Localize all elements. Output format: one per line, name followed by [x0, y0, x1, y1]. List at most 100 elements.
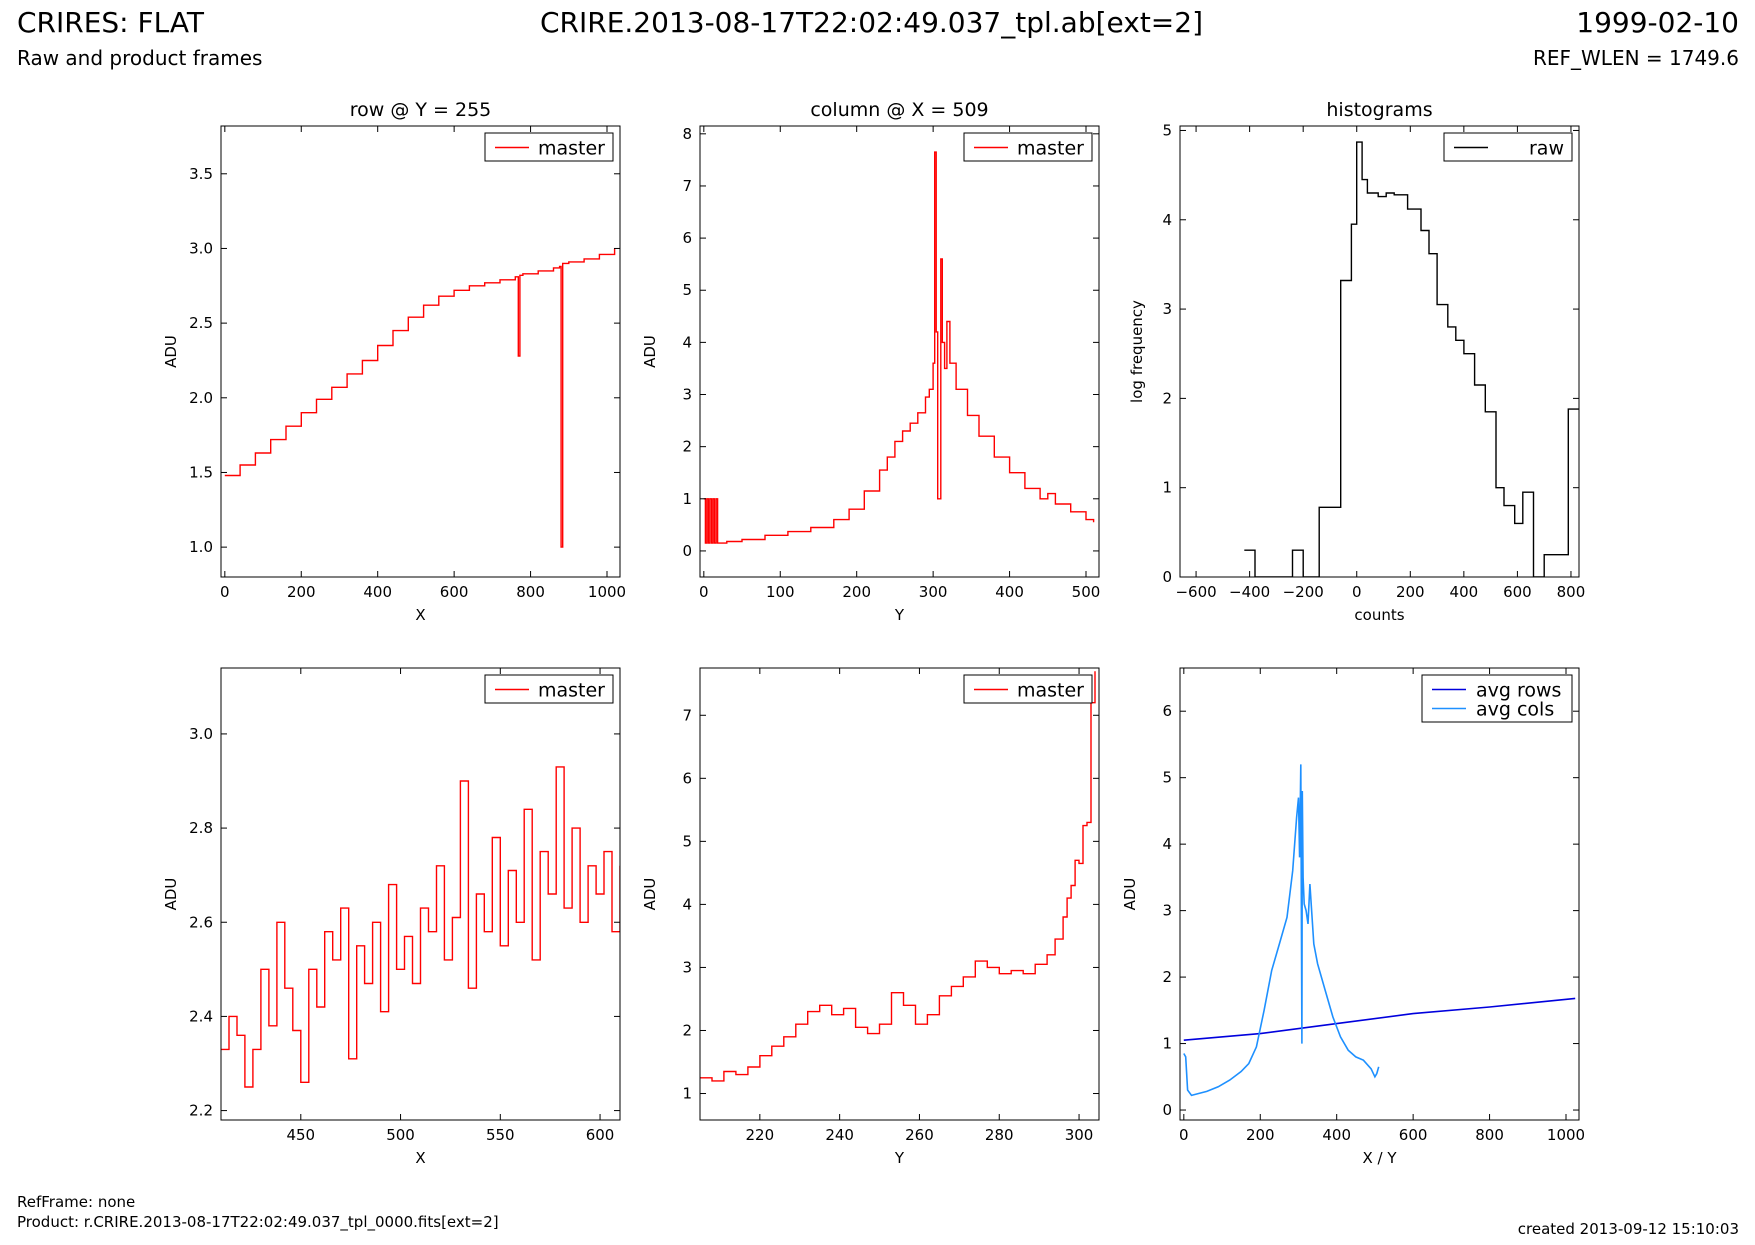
page-title: CRIRES: FLAT [17, 6, 204, 39]
y-tick-label: 4 [682, 895, 692, 913]
series-line-master [703, 151, 1095, 544]
y-tick-label: 1.0 [189, 538, 213, 556]
series-line-avg-cols [1183, 764, 1380, 1097]
series-line-raw [1244, 141, 1579, 577]
legend: master [484, 132, 614, 162]
histogram-plot: −600 −400 −200 0 200 400 600 800 0 1 2 3 4 5 counts log… [1128, 99, 1585, 624]
y-axis-label: ADU [641, 335, 659, 368]
x-tick-label: 200 [1246, 1126, 1275, 1144]
column-plot: 0 100 200 300 400 500 0 1 2 3 4 5 6 7 8 Y ADU column @ X … [641, 99, 1100, 624]
ref-wlen-label: REF_WLEN = 1749.6 [1532, 46, 1739, 70]
x-tick-label: 300 [919, 583, 948, 601]
x-tick-label: 550 [486, 1126, 515, 1144]
x-tick-label: 400 [363, 583, 392, 601]
y-tick-label: 3.0 [189, 725, 213, 743]
series-line-master [700, 671, 1096, 1082]
y-tick-label: 3 [1162, 902, 1172, 920]
y-tick-label: 5 [682, 832, 692, 850]
series-line-master [221, 766, 620, 1088]
plot-title: column @ X = 509 [810, 99, 988, 121]
y-tick-label: 2.4 [189, 1007, 213, 1025]
y-tick-label: 2 [1162, 389, 1172, 407]
x-tick-label: −600 [1175, 583, 1216, 601]
x-tick-label: −200 [1283, 583, 1324, 601]
x-tick-label: 200 [1396, 583, 1425, 601]
ref-frame-label: RefFrame: none [17, 1193, 136, 1211]
y-tick-label: 6 [1162, 702, 1172, 720]
x-tick-label: 0 [699, 583, 709, 601]
x-axis-label: X [415, 606, 425, 624]
x-tick-label: 200 [842, 583, 871, 601]
y-tick-label: 3 [682, 386, 692, 404]
page-subtitle: Raw and product frames [17, 46, 263, 70]
y-tick-label: 2 [682, 438, 692, 456]
x-axis-label: X [415, 1149, 425, 1167]
legend: master [963, 132, 1093, 162]
y-tick-label: 3 [1162, 300, 1172, 318]
average-plot: 0 200 400 600 800 1000 0 1 2 3 4 5 6 X / Y ADU avg rows… [1121, 667, 1585, 1167]
row-zoom-plot: 450 500 550 600 2.2 2.4 2.6 2.8 3.0 X ADU master [162, 667, 621, 1167]
legend-box [1421, 674, 1573, 723]
x-tick-label: 600 [586, 1126, 615, 1144]
x-tick-label: 260 [905, 1126, 934, 1144]
x-tick-label: 100 [766, 583, 795, 601]
y-tick-label: 7 [682, 706, 692, 724]
y-axis-label: ADU [1121, 878, 1139, 911]
x-tick-label: 280 [985, 1126, 1014, 1144]
y-tick-label: 1 [682, 490, 692, 508]
x-tick-label: −400 [1229, 583, 1270, 601]
y-tick-label: 4 [1162, 835, 1172, 853]
x-tick-label: 800 [1475, 1126, 1504, 1144]
plot-frame [1179, 667, 1580, 1121]
y-tick-label: 6 [682, 229, 692, 247]
y-tick-label: 1.5 [189, 463, 213, 481]
y-tick-label: 6 [682, 769, 692, 787]
plot-frame [220, 125, 621, 578]
y-tick-label: 0 [1162, 1101, 1172, 1119]
y-tick-label: 1 [1162, 1035, 1172, 1053]
x-axis-label: Y [894, 606, 905, 624]
y-tick-label: 3.0 [189, 239, 213, 257]
y-axis-label: ADU [641, 878, 659, 911]
legend-label: master [1017, 138, 1084, 160]
y-tick-label: 5 [682, 281, 692, 299]
y-tick-label: 2 [682, 1021, 692, 1039]
x-axis-label: counts [1354, 606, 1404, 624]
x-tick-label: 600 [440, 583, 469, 601]
product-label: Product: r.CRIRE.2013-08-17T22:02:49.037… [17, 1213, 499, 1231]
y-tick-label: 8 [682, 125, 692, 143]
x-tick-label: 0 [1352, 583, 1362, 601]
legend-label: raw [1529, 138, 1564, 160]
x-tick-label: 600 [1399, 1126, 1428, 1144]
column-zoom-plot: 220 240 260 280 300 1 2 3 4 5 6 7 Y ADU master [641, 667, 1100, 1167]
x-tick-label: 0 [220, 583, 230, 601]
created-label: created 2013-09-12 15:10:03 [1517, 1220, 1739, 1238]
legend: master [484, 674, 614, 704]
y-tick-label: 5 [1162, 121, 1172, 139]
y-tick-label: 7 [682, 177, 692, 195]
plot-frame [1179, 125, 1580, 578]
x-axis-label: Y [894, 1149, 905, 1167]
plot-frame [699, 667, 1100, 1121]
y-tick-label: 2.8 [189, 819, 213, 837]
legend-label: avg rows [1476, 680, 1561, 702]
x-tick-label: 600 [1503, 583, 1532, 601]
y-tick-label: 1 [1162, 479, 1172, 497]
x-tick-label: 400 [995, 583, 1024, 601]
date-label: 1999-02-10 [1576, 6, 1739, 39]
plot-frame [699, 125, 1100, 578]
x-tick-label: 200 [287, 583, 316, 601]
legend-label: master [1017, 680, 1084, 702]
x-tick-label: 500 [1072, 583, 1101, 601]
y-axis-label: ADU [162, 878, 180, 911]
x-tick-label: 1000 [588, 583, 626, 601]
x-tick-label: 220 [746, 1126, 775, 1144]
x-tick-label: 300 [1065, 1126, 1094, 1144]
y-tick-label: 3.5 [189, 165, 213, 183]
x-tick-label: 0 [1179, 1126, 1189, 1144]
series-line-avg-rows [1183, 997, 1576, 1041]
y-tick-label: 5 [1162, 769, 1172, 787]
y-tick-label: 2.5 [189, 314, 213, 332]
y-tick-label: 2.0 [189, 389, 213, 407]
